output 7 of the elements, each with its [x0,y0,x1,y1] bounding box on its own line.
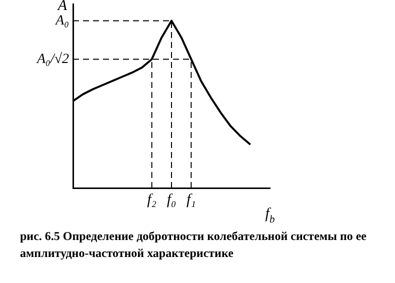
x-tick-label: f₂ [147,192,156,208]
ref-line-label: A₀ [54,13,70,28]
x-tick-label: f₁ [186,192,196,208]
y-axis-title: A [56,0,68,14]
text: рис. 6.5 Определение добротности колебательной системы по ее амплитудно-частотной характеристике [20,228,368,262]
x-tick-label: f₀ [166,192,176,208]
ref-line-label: A₀/√2 [36,50,70,67]
